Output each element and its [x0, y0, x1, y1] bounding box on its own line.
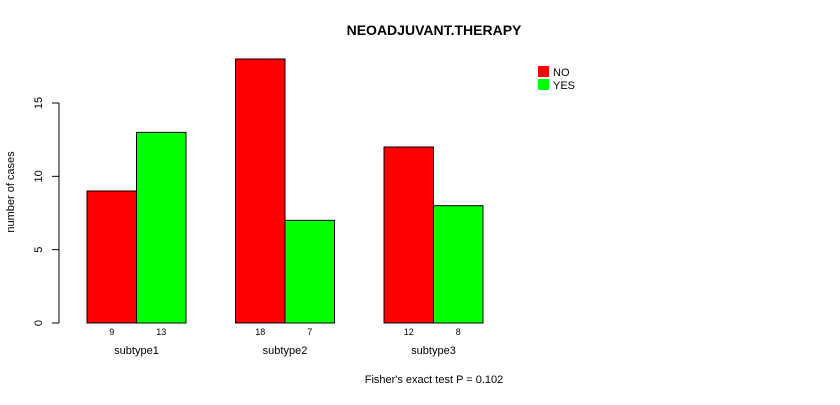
y-axis: 0 5 10 15	[33, 97, 60, 326]
bar-yes-subtype1	[136, 131, 187, 324]
category-label: subtype3	[411, 345, 456, 357]
y-tick-label: 0	[33, 320, 45, 326]
bar-yes-subtype2	[284, 219, 335, 324]
bar-yes-subtype3	[433, 205, 484, 324]
bar-count-label: 9	[109, 327, 114, 337]
y-tick-label: 15	[33, 97, 45, 109]
bar-no-subtype1	[86, 190, 137, 324]
bar-count-label: 7	[307, 327, 312, 337]
legend-label-yes: YES	[553, 80, 575, 92]
y-tick-label: 10	[33, 170, 45, 182]
bar-count-label: 12	[404, 327, 414, 337]
y-axis-label: number of cases	[5, 151, 17, 233]
bar-count-label: 8	[456, 327, 461, 337]
legend-label-no: NO	[553, 67, 570, 79]
category-label: subtype2	[263, 345, 308, 357]
legend-swatch-yes	[538, 79, 549, 90]
category-label: subtype1	[114, 345, 159, 357]
legend-swatch-no	[538, 66, 549, 77]
bar-no-subtype2	[235, 58, 286, 324]
fisher-test-footnote: Fisher's exact test P = 0.102	[365, 374, 504, 386]
bar-count-label: 18	[255, 327, 265, 337]
y-tick-label: 5	[33, 247, 45, 253]
bar-count-label: 13	[156, 327, 166, 337]
bar-no-subtype3	[383, 146, 434, 324]
chart-title: NEOADJUVANT.THERAPY	[347, 22, 522, 38]
